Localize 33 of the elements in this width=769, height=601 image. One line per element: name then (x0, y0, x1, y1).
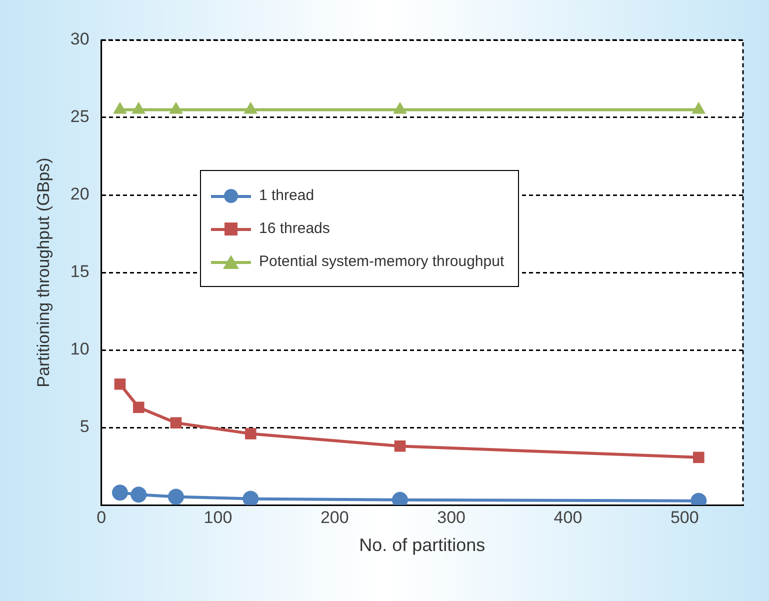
point (132, 102, 146, 114)
y-tick-label: 5 (80, 417, 90, 436)
point (170, 417, 182, 429)
point (130, 486, 147, 503)
x-axis-title: No. of partitions (359, 535, 486, 556)
y-tick-label: 20 (70, 184, 90, 204)
legend-label: 16 threads (259, 220, 330, 237)
point (244, 428, 256, 440)
y-axis-title: Partitioning throughput (GBps) (34, 158, 53, 388)
point (242, 490, 259, 505)
x-tick-label: 0 (96, 508, 106, 527)
x-tick-label: 300 (437, 508, 466, 527)
point (112, 484, 128, 501)
x-tick-label: 500 (670, 508, 699, 527)
y-tick-label: 10 (70, 340, 90, 359)
point (693, 452, 704, 464)
y-tick-label: 15 (70, 262, 90, 282)
x-tick-label: 100 (204, 508, 232, 527)
point (132, 402, 144, 414)
point (168, 488, 184, 505)
y-tick-label: 30 (70, 30, 90, 49)
y-tick-label: 25 (70, 107, 90, 126)
point (114, 378, 126, 390)
point (393, 102, 407, 114)
legend-label: Potential system-memory throughput (259, 253, 504, 270)
point (394, 440, 406, 452)
point (113, 102, 127, 114)
legend-label: 1 thread (259, 187, 314, 204)
x-tick-label: 200 (320, 508, 349, 527)
point (692, 102, 706, 114)
x-tick-label: 400 (554, 508, 582, 527)
point (244, 102, 258, 114)
point (169, 102, 183, 114)
